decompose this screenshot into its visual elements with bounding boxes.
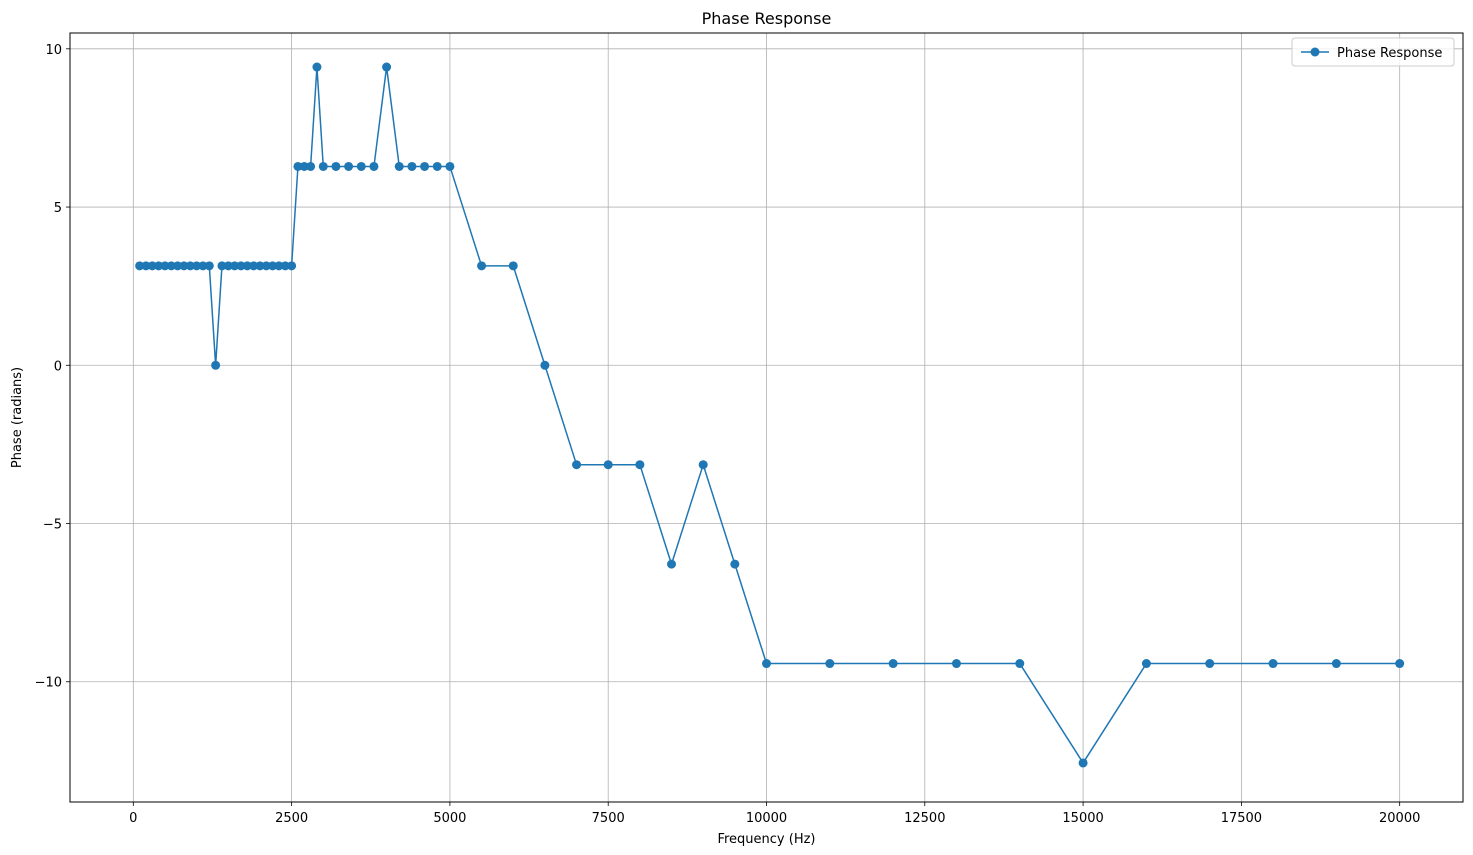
- data-point: [344, 161, 354, 171]
- data-point: [160, 261, 170, 271]
- data-point: [230, 261, 240, 271]
- data-point: [394, 161, 404, 171]
- data-point: [1331, 659, 1341, 669]
- data-point: [204, 261, 214, 271]
- data-point: [179, 261, 189, 271]
- data-point: [185, 261, 195, 271]
- chart-title: Phase Response: [702, 9, 832, 28]
- data-point: [432, 161, 442, 171]
- y-tick-label: 10: [45, 43, 62, 58]
- data-point: [1205, 659, 1215, 669]
- data-point: [280, 261, 290, 271]
- data-point: [198, 261, 208, 271]
- data-point: [420, 161, 430, 171]
- x-axis-title: Frequency (Hz): [717, 832, 815, 847]
- x-tick-label: 7500: [592, 811, 625, 826]
- data-point: [217, 261, 227, 271]
- data-point: [255, 261, 265, 271]
- data-point: [166, 261, 176, 271]
- data-point: [299, 161, 309, 171]
- data-point: [1015, 659, 1025, 669]
- data-point: [318, 161, 328, 171]
- x-tick-label: 17500: [1221, 811, 1262, 826]
- y-tick-label: −10: [35, 676, 62, 691]
- data-point: [141, 261, 151, 271]
- data-point: [445, 161, 455, 171]
- data-point: [312, 62, 322, 72]
- data-point: [667, 559, 677, 569]
- data-point: [1141, 659, 1151, 669]
- x-tick-label: 10000: [746, 811, 787, 826]
- data-point: [274, 261, 284, 271]
- data-point: [635, 460, 645, 470]
- data-point: [1268, 659, 1278, 669]
- data-point: [477, 261, 487, 271]
- data-point: [135, 261, 145, 271]
- data-point: [173, 261, 183, 271]
- data-point: [603, 460, 613, 470]
- x-tick-label: 5000: [433, 811, 466, 826]
- y-tick-label: 5: [54, 201, 62, 216]
- data-point: [951, 659, 961, 669]
- data-point: [730, 559, 740, 569]
- data-point: [287, 261, 297, 271]
- x-tick-label: 0: [129, 811, 137, 826]
- data-point: [331, 161, 341, 171]
- x-tick-label: 15000: [1062, 811, 1103, 826]
- data-point: [407, 161, 417, 171]
- grid: [70, 33, 1463, 802]
- data-point: [382, 62, 392, 72]
- data-point: [268, 261, 278, 271]
- data-point: [261, 261, 271, 271]
- y-tick-label: 0: [54, 359, 62, 374]
- data-point: [1395, 659, 1405, 669]
- legend-label: Phase Response: [1337, 46, 1442, 61]
- data-point: [825, 659, 835, 669]
- data-point: [1078, 758, 1088, 768]
- data-point: [540, 360, 550, 370]
- data-point: [356, 161, 366, 171]
- data-point: [147, 261, 157, 271]
- legend-marker-swatch: [1310, 47, 1320, 57]
- data-point: [236, 261, 246, 271]
- data-point: [698, 460, 708, 470]
- x-tick-label: 12500: [904, 811, 945, 826]
- data-point: [293, 161, 303, 171]
- data-point: [762, 659, 771, 669]
- data-point: [223, 261, 233, 271]
- data-point: [306, 161, 316, 171]
- x-tick-label: 20000: [1379, 811, 1420, 826]
- legend-box: [1291, 37, 1455, 67]
- x-tick-label: 2500: [275, 811, 308, 826]
- y-axis-title: Phase (radians): [10, 367, 25, 468]
- data-point: [154, 261, 164, 271]
- data-point: [508, 261, 518, 271]
- data-point: [192, 261, 202, 271]
- legend: Phase Response: [1291, 37, 1455, 67]
- data-point: [211, 360, 221, 370]
- data-point: [249, 261, 259, 271]
- series-layer: [135, 62, 1405, 768]
- data-point: [572, 460, 582, 470]
- data-point: [888, 659, 898, 669]
- data-point: [242, 261, 252, 271]
- data-point: [369, 161, 379, 171]
- axis-ticks: 0 2500 5000 7500 10000 12500 15000 17500 20000 10…: [35, 43, 1421, 826]
- y-tick-label: −5: [43, 518, 62, 533]
